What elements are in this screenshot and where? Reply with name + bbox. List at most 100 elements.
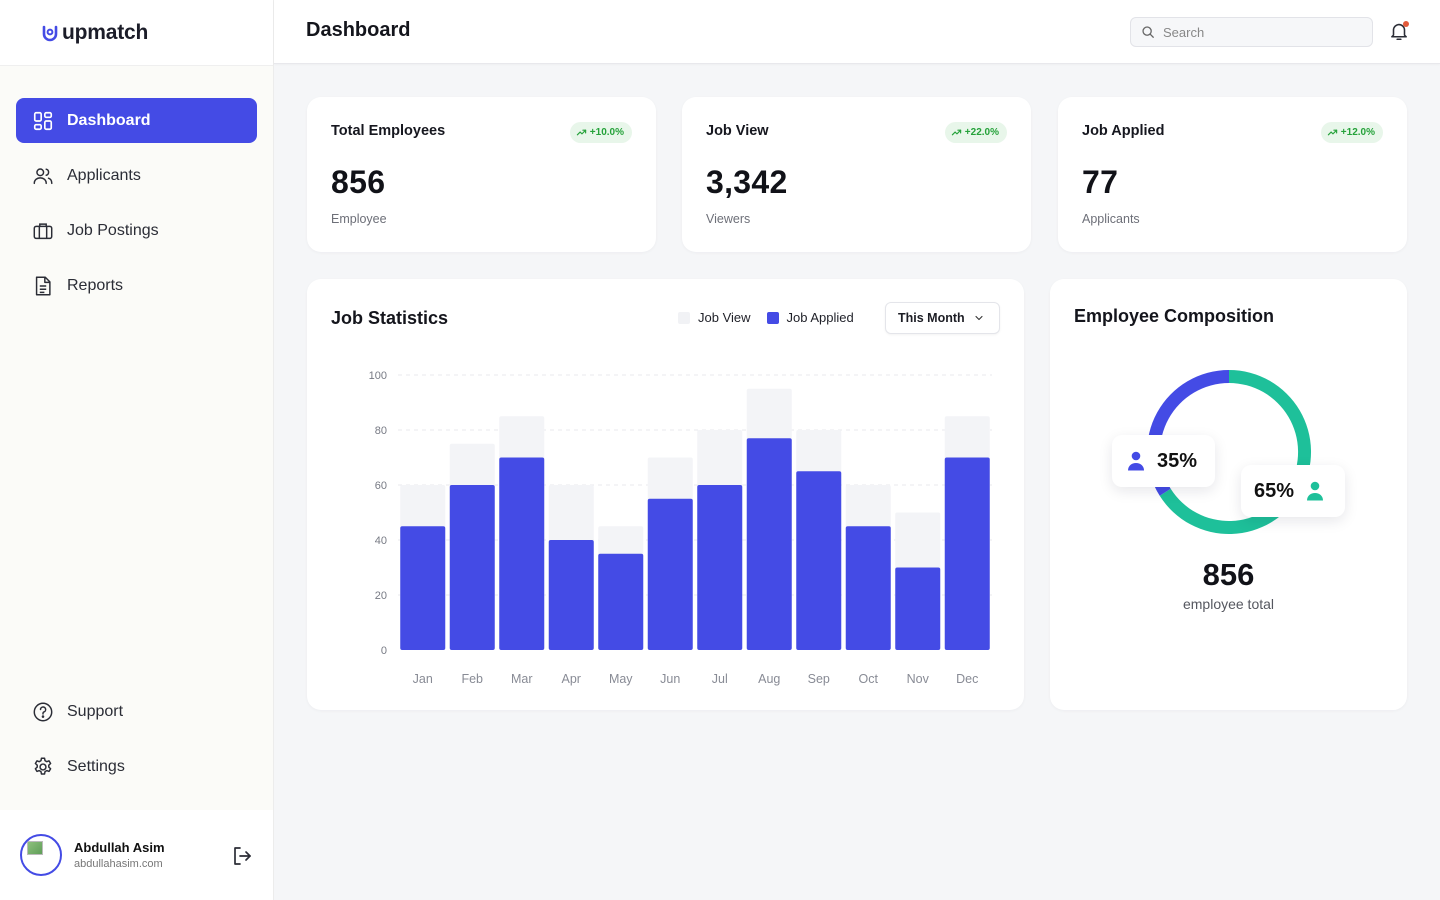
composition-total-label: employee total	[1182, 596, 1275, 612]
x-tick-label: May	[609, 672, 633, 686]
composition-pill-teal: 65%	[1241, 465, 1345, 517]
app-logo[interactable]: upmatch	[40, 21, 148, 45]
app-name: upmatch	[62, 20, 149, 44]
bar-job-applied-jan[interactable]	[400, 526, 446, 650]
period-dropdown-value: This Month	[898, 311, 965, 325]
y-tick-label: 40	[375, 535, 387, 547]
user-profile: Abdullah Asim abdullahasim.com	[0, 810, 273, 900]
trend-up-icon	[951, 129, 961, 136]
y-tick-label: 20	[375, 590, 387, 602]
y-tick-label: 60	[375, 480, 387, 492]
stat-value: 856	[331, 164, 386, 200]
users-icon	[33, 167, 53, 184]
bell-icon[interactable]	[1388, 20, 1410, 42]
x-tick-label: Feb	[461, 672, 483, 686]
sidebar: upmatch Dashboard Applicants Job Posting…	[0, 0, 274, 900]
composition-value: 65%	[1254, 479, 1295, 502]
x-tick-label: Jun	[660, 672, 680, 686]
x-tick-label: Aug	[758, 672, 780, 686]
user-name: Abdullah Asim	[74, 840, 165, 855]
legend-item-job-view: Job View	[678, 310, 751, 325]
chart-title: Job Statistics	[331, 308, 449, 328]
x-tick-label: Sep	[808, 672, 830, 686]
stat-title: Total Employees	[331, 123, 446, 139]
stat-title: Job Applied	[1082, 123, 1165, 139]
sidebar-item-settings[interactable]: Settings	[16, 744, 257, 789]
trend-badge: +22.0%	[944, 122, 1007, 143]
job-statistics-chart: 0 20 40 60 80 100 Jan Feb Mar Apr May Jun Jul Aug Sep O…	[369, 370, 992, 686]
search-icon	[1142, 26, 1154, 38]
bar-job-applied-apr[interactable]	[548, 540, 594, 650]
period-dropdown[interactable]: This Month	[885, 302, 1000, 334]
search-input[interactable]	[1163, 24, 1363, 40]
badge-value: +10.0%	[589, 127, 624, 138]
stat-subtitle: Viewers	[706, 212, 751, 226]
bar-job-applied-jul[interactable]	[697, 485, 743, 650]
bar-job-applied-mar[interactable]	[499, 457, 545, 651]
stat-card-job-applied: Job Applied +12.0% 77 Applicants	[1058, 97, 1407, 252]
stat-subtitle: Employee	[331, 212, 387, 226]
sidebar-item-label: Job Postings	[67, 221, 159, 239]
sidebar-item-label: Support	[67, 702, 124, 720]
stat-value: 77	[1082, 164, 1119, 200]
bar-job-applied-sep[interactable]	[796, 471, 842, 650]
logo-area: upmatch	[0, 0, 273, 66]
trend-up-icon	[1327, 129, 1337, 136]
sidebar-item-job-postings[interactable]: Job Postings	[16, 208, 257, 253]
x-tick-label: Mar	[511, 672, 533, 686]
bar-job-applied-nov[interactable]	[895, 567, 941, 651]
composition-title: Employee Composition	[1074, 306, 1275, 326]
y-tick-label: 0	[381, 645, 387, 657]
stat-card-total-employees: Total Employees +10.0% 856 Employee	[307, 97, 656, 252]
stat-card-job-view: Job View +22.0% 3,342 Viewers	[682, 97, 1031, 252]
sidebar-item-label: Applicants	[67, 166, 141, 184]
composition-total: 856	[1202, 557, 1255, 592]
stat-value: 3,342	[706, 164, 788, 200]
logout-icon[interactable]	[230, 844, 254, 868]
bar-job-applied-may[interactable]	[598, 553, 644, 650]
y-tick-label: 80	[375, 425, 387, 437]
badge-value: +22.0%	[964, 127, 999, 138]
sidebar-item-dashboard[interactable]: Dashboard	[16, 98, 257, 143]
sidebar-item-applicants[interactable]: Applicants	[16, 153, 257, 198]
legend-swatch	[766, 311, 779, 324]
employee-composition-card: Employee Composition 35% 65% 856 employe…	[1050, 279, 1407, 710]
bar-job-applied-feb[interactable]	[449, 485, 495, 650]
top-header: Dashboard	[274, 0, 1440, 64]
sidebar-item-label: Dashboard	[67, 111, 151, 129]
sidebar-item-reports[interactable]: Reports	[16, 263, 257, 308]
page-title: Dashboard	[306, 19, 411, 41]
sidebar-item-label: Reports	[67, 276, 124, 294]
avatar[interactable]	[20, 834, 62, 876]
sidebar-item-label: Settings	[67, 757, 125, 775]
help-icon	[33, 702, 53, 721]
composition-donut	[1147, 370, 1312, 534]
logo-icon	[42, 25, 58, 41]
composition-value: 35%	[1157, 449, 1198, 472]
bar-job-applied-dec[interactable]	[944, 457, 990, 651]
secondary-nav: Support Settings	[16, 689, 257, 799]
x-tick-label: Jan	[413, 672, 433, 686]
dashboard-icon	[33, 111, 53, 130]
x-tick-label: Apr	[562, 672, 581, 686]
legend-swatch	[678, 311, 690, 324]
sidebar-item-support[interactable]: Support	[16, 689, 257, 734]
search-box	[1130, 17, 1373, 47]
x-tick-label: Nov	[907, 672, 930, 686]
legend-item-job-applied: Job Applied	[766, 310, 854, 325]
donut-segment-blue	[1147, 370, 1229, 496]
bar-job-applied-jun[interactable]	[647, 498, 693, 650]
bar-job-applied-oct[interactable]	[845, 526, 891, 650]
y-tick-label: 100	[369, 370, 387, 382]
main-nav: Dashboard Applicants Job Postings Report…	[16, 98, 257, 318]
x-tick-label: Jul	[712, 672, 728, 686]
badge-value: +12.0%	[1340, 127, 1375, 138]
stat-subtitle: Applicants	[1082, 212, 1140, 226]
x-tick-label: Dec	[956, 672, 978, 686]
bar-job-applied-aug[interactable]	[746, 438, 792, 650]
user-info: Abdullah Asim abdullahasim.com	[74, 840, 165, 870]
user-email: abdullahasim.com	[74, 858, 163, 870]
document-icon	[35, 276, 51, 295]
briefcase-icon	[33, 222, 53, 239]
notification-dot	[1403, 21, 1409, 27]
